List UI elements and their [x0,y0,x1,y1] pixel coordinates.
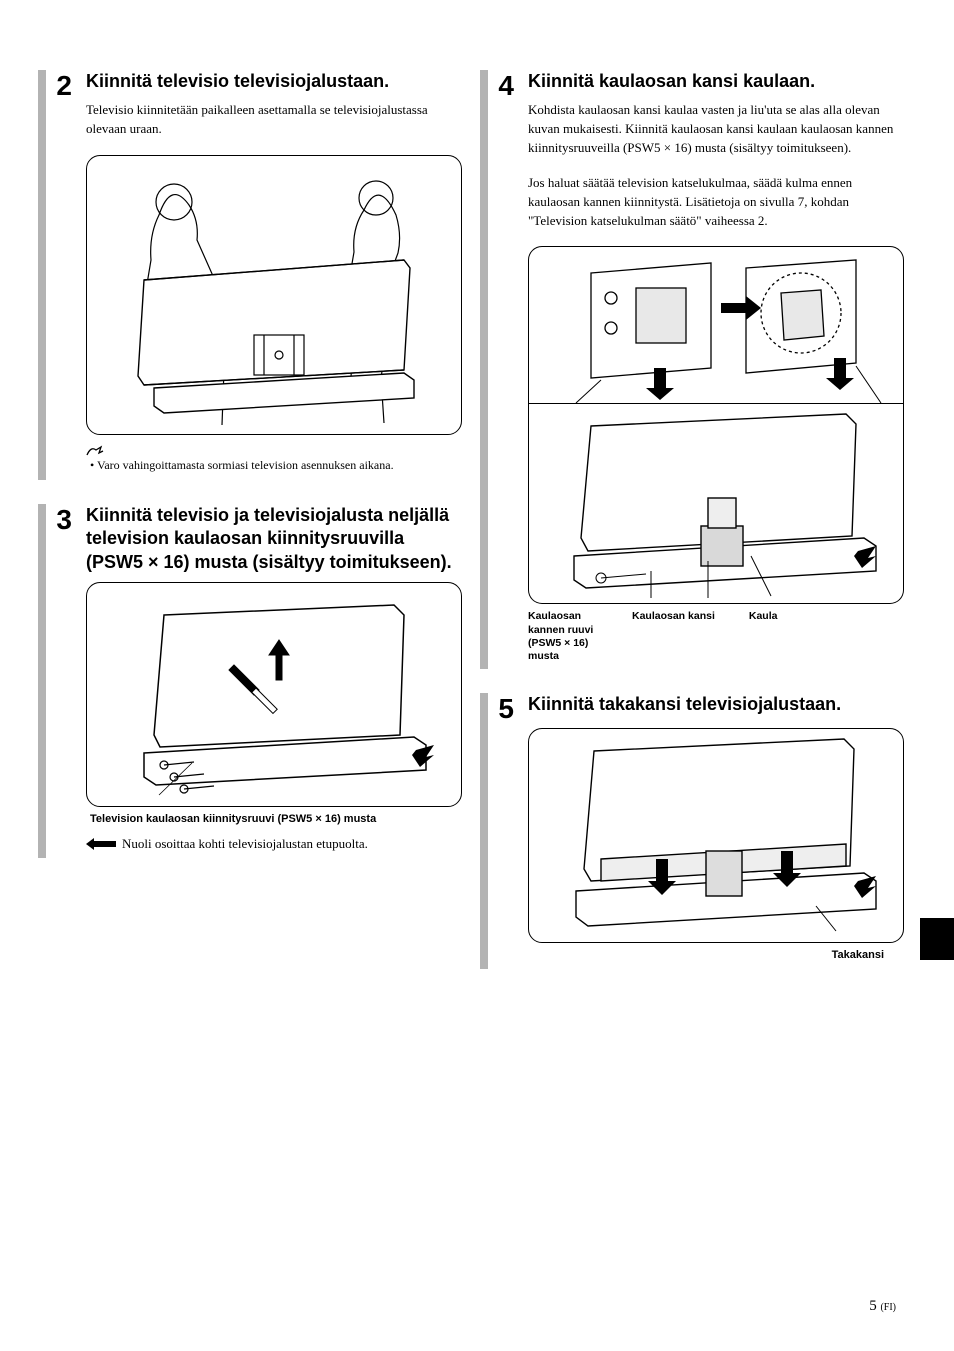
figure-step4-detail [528,246,904,404]
side-tab [920,918,954,960]
figure-step3 [86,582,462,807]
figure-step2 [86,155,462,435]
step-text: Kohdista kaulaosan kansi kaulaa vasten j… [528,101,904,158]
label: Kaula [749,610,778,663]
figure-caption: Television kaulaosan kiinnitysruuvi (PSW… [90,812,462,826]
step-body: Kiinnitä takakansi televisiojalustaan. [528,693,904,963]
arrow-icon [86,838,116,850]
step-title: Kiinnitä kaulaosan kansi kaulaan. [528,70,904,93]
step-body: Kiinnitä kaulaosan kansi kaulaan. Kohdis… [528,70,904,663]
step-3: 3 Kiinnitä televisio ja televisiojalusta… [50,504,462,852]
figure-step5 [528,728,904,943]
step-title: Kiinnitä takakansi televisiojalustaan. [528,693,904,716]
step-title: Kiinnitä televisio ja televisiojalusta n… [86,504,462,574]
arrow-note: Nuoli osoittaa kohti televisiojalustan e… [86,836,462,852]
figure-labels: Kaulaosan kannen ruuvi (PSW5 × 16) musta… [528,610,904,663]
page: 2 Kiinnitä televisio televisiojalustaan.… [0,0,954,1023]
arrow-note-text: Nuoli osoittaa kohti televisiojalustan e… [122,836,368,852]
label: Kaulaosan kannen ruuvi (PSW5 × 16) musta [528,610,618,663]
step-title: Kiinnitä televisio televisiojalustaan. [86,70,462,93]
note-icon [86,445,462,457]
step-text: Jos haluat säätää television katselukulm… [528,174,904,231]
page-number: 5 (FI) [869,1298,896,1315]
right-column: 4 Kiinnitä kaulaosan kansi kaulaan. Kohd… [492,70,904,993]
step-2: 2 Kiinnitä televisio televisiojalustaan.… [50,70,462,474]
step-body: Kiinnitä televisio televisiojalustaan. T… [86,70,462,474]
step-number: 5 [492,693,514,963]
page-lang: (FI) [880,1302,896,1313]
step-4: 4 Kiinnitä kaulaosan kansi kaulaan. Kohd… [492,70,904,663]
step-body: Kiinnitä televisio ja televisiojalusta n… [86,504,462,852]
page-number-value: 5 [869,1298,877,1314]
step-5: 5 Kiinnitä takakansi televisiojalustaan. [492,693,904,963]
step-number: 3 [50,504,72,852]
step-number: 2 [50,70,72,474]
step-number: 4 [492,70,514,663]
step-text: Televisio kiinnitetään paikalleen asetta… [86,101,462,139]
label: Kaulaosan kansi [632,610,715,663]
note-text: • Varo vahingoittamasta sormiasi televis… [86,457,462,474]
figure-step4-assembly [528,404,904,604]
figure-caption: Takakansi [528,948,904,962]
left-column: 2 Kiinnitä televisio televisiojalustaan.… [50,70,462,993]
